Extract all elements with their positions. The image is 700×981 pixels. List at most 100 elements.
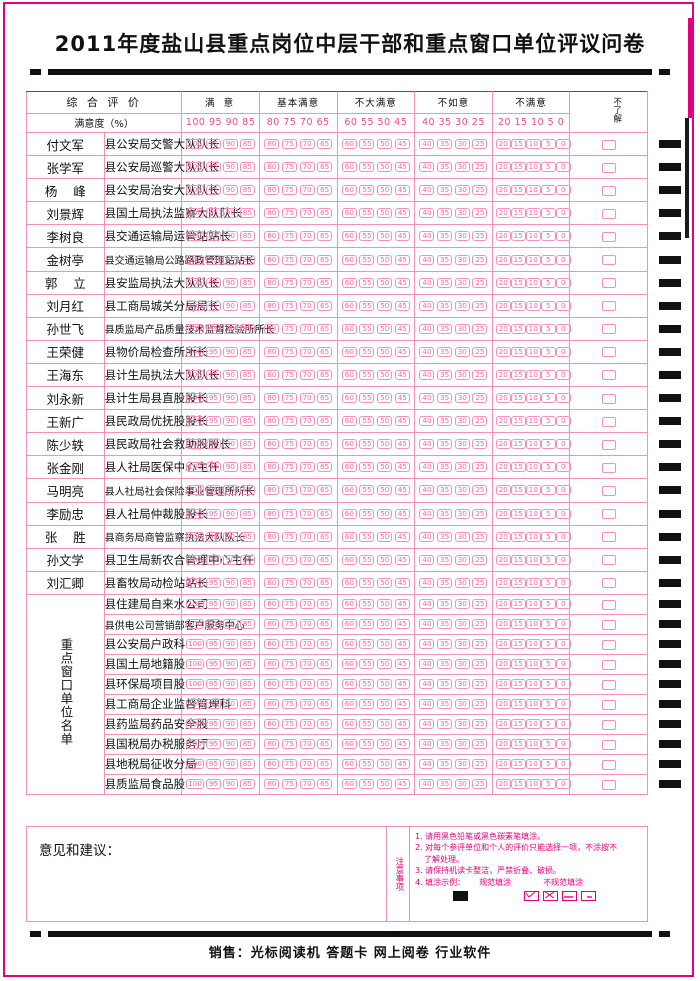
score-bubble[interactable]: 40: [419, 554, 435, 565]
score-bubble[interactable]: 30: [454, 346, 470, 357]
score-bubble[interactable]: 45: [394, 619, 410, 630]
score-bubble[interactable]: 70: [299, 231, 315, 242]
score-bubble[interactable]: 35: [437, 619, 453, 630]
score-bubble[interactable]: 55: [359, 508, 375, 519]
score-bubble[interactable]: 60: [341, 300, 357, 311]
score-bubble[interactable]: 60: [341, 485, 357, 496]
score-bubble[interactable]: 90: [222, 300, 238, 311]
score-bubble[interactable]: 30: [454, 508, 470, 519]
score-bubble[interactable]: 70: [299, 577, 315, 588]
score-bubble[interactable]: 45: [394, 346, 410, 357]
score-bubble[interactable]: 70: [299, 300, 315, 311]
score-bubble[interactable]: 10: [525, 739, 541, 750]
score-bubble[interactable]: 85: [239, 323, 255, 334]
score-bubble[interactable]: 75: [281, 577, 297, 588]
score-bubble[interactable]: 20: [495, 619, 511, 630]
score-bubble[interactable]: 5: [540, 254, 556, 265]
score-bubble[interactable]: 45: [394, 639, 410, 650]
score-bubble[interactable]: 70: [299, 508, 315, 519]
dont-know-checkbox[interactable]: [601, 759, 616, 770]
score-bubble[interactable]: 55: [359, 439, 375, 450]
score-bubble[interactable]: 50: [377, 346, 393, 357]
score-bubble[interactable]: 50: [377, 231, 393, 242]
score-bubble[interactable]: 55: [359, 639, 375, 650]
score-bubble[interactable]: 65: [317, 699, 333, 710]
score-bubble[interactable]: 5: [540, 679, 556, 690]
score-bubble[interactable]: 95: [205, 508, 221, 519]
score-bubble[interactable]: 10: [525, 779, 541, 790]
score-bubble[interactable]: 85: [239, 231, 255, 242]
dont-know-checkbox[interactable]: [601, 255, 616, 266]
score-bubble[interactable]: 90: [222, 619, 238, 630]
score-bubble[interactable]: 70: [299, 485, 315, 496]
score-bubble[interactable]: 60: [341, 739, 357, 750]
score-bubble[interactable]: 55: [359, 393, 375, 404]
score-bubble[interactable]: 90: [222, 162, 238, 173]
score-bubble[interactable]: 75: [281, 208, 297, 219]
score-bubble[interactable]: 75: [281, 554, 297, 565]
score-bubble[interactable]: 60: [341, 759, 357, 770]
score-bubble[interactable]: 25: [472, 739, 488, 750]
score-bubble[interactable]: 10: [525, 439, 541, 450]
score-bubble[interactable]: 55: [359, 416, 375, 427]
score-bubble[interactable]: 55: [359, 619, 375, 630]
score-bubble[interactable]: 60: [341, 619, 357, 630]
score-bubble[interactable]: 65: [317, 508, 333, 519]
score-bubble[interactable]: 90: [222, 739, 238, 750]
score-bubble[interactable]: 85: [239, 208, 255, 219]
score-bubble[interactable]: 30: [454, 719, 470, 730]
score-bubble[interactable]: 35: [437, 679, 453, 690]
score-bubble[interactable]: 80: [264, 254, 280, 265]
score-bubble[interactable]: 75: [281, 619, 297, 630]
score-bubble[interactable]: 60: [341, 162, 357, 173]
score-bubble[interactable]: 55: [359, 577, 375, 588]
score-bubble[interactable]: 95: [205, 759, 221, 770]
score-bubble[interactable]: 30: [454, 416, 470, 427]
score-bubble[interactable]: 40: [419, 323, 435, 334]
score-bubble[interactable]: 20: [495, 599, 511, 610]
score-bubble[interactable]: 65: [317, 393, 333, 404]
score-bubble[interactable]: 85: [239, 699, 255, 710]
score-bubble[interactable]: 35: [437, 659, 453, 670]
score-bubble[interactable]: 65: [317, 462, 333, 473]
dont-know-checkbox[interactable]: [601, 719, 616, 730]
score-bubble[interactable]: 30: [454, 485, 470, 496]
score-bubble[interactable]: 100: [186, 369, 204, 380]
score-bubble[interactable]: 25: [472, 679, 488, 690]
score-bubble[interactable]: 0: [555, 416, 571, 427]
score-bubble[interactable]: 0: [555, 619, 571, 630]
score-bubble[interactable]: 85: [239, 659, 255, 670]
score-bubble[interactable]: 95: [205, 185, 221, 196]
score-bubble[interactable]: 55: [359, 208, 375, 219]
score-bubble[interactable]: 45: [394, 508, 410, 519]
score-bubble[interactable]: 60: [341, 554, 357, 565]
score-bubble[interactable]: 95: [205, 300, 221, 311]
score-bubble[interactable]: 100: [186, 300, 204, 311]
score-bubble[interactable]: 10: [525, 485, 541, 496]
score-bubble[interactable]: 95: [205, 393, 221, 404]
score-bubble[interactable]: 40: [419, 699, 435, 710]
score-bubble[interactable]: 25: [472, 208, 488, 219]
score-bubble[interactable]: 25: [472, 346, 488, 357]
score-bubble[interactable]: 35: [437, 462, 453, 473]
score-bubble[interactable]: 80: [264, 577, 280, 588]
score-bubble[interactable]: 80: [264, 208, 280, 219]
score-bubble[interactable]: 20: [495, 659, 511, 670]
score-bubble[interactable]: 100: [186, 739, 204, 750]
score-bubble[interactable]: 70: [299, 719, 315, 730]
score-bubble[interactable]: 35: [437, 699, 453, 710]
score-bubble[interactable]: 85: [239, 369, 255, 380]
score-bubble[interactable]: 40: [419, 300, 435, 311]
score-bubble[interactable]: 70: [299, 185, 315, 196]
score-bubble[interactable]: 50: [377, 323, 393, 334]
score-bubble[interactable]: 90: [222, 577, 238, 588]
score-bubble[interactable]: 70: [299, 679, 315, 690]
score-bubble[interactable]: 85: [239, 162, 255, 173]
score-bubble[interactable]: 45: [394, 300, 410, 311]
score-bubble[interactable]: 30: [454, 323, 470, 334]
dont-know-cell[interactable]: [569, 501, 648, 526]
score-bubble[interactable]: 25: [472, 554, 488, 565]
score-bubble[interactable]: 80: [264, 599, 280, 610]
score-bubble[interactable]: 15: [510, 323, 526, 334]
score-bubble[interactable]: 100: [186, 416, 204, 427]
